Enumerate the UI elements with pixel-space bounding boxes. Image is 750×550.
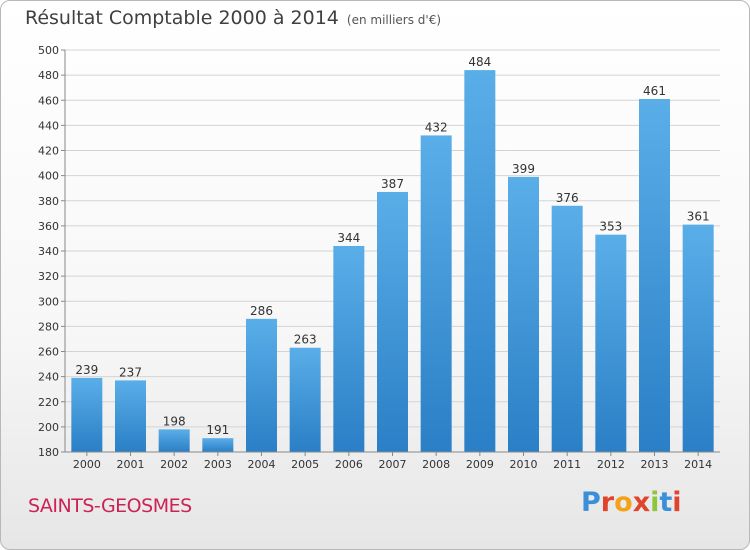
y-tick-label: 240 xyxy=(38,371,59,384)
bar-2003 xyxy=(202,438,234,452)
bar-2007 xyxy=(377,191,408,453)
x-tick-label: 2007 xyxy=(379,458,407,471)
y-tick-label: 320 xyxy=(38,270,59,283)
y-tick-label: 380 xyxy=(38,195,59,208)
logo-letter: t xyxy=(659,487,673,518)
logo-letter: x xyxy=(632,487,651,518)
y-tick-label: 420 xyxy=(38,145,59,158)
logo-letter: r xyxy=(600,487,615,518)
logo-letter: i xyxy=(650,487,660,518)
bar-value-label: 376 xyxy=(556,191,579,205)
bar-value-label: 191 xyxy=(206,423,229,437)
bar-value-label: 484 xyxy=(468,55,491,69)
x-tick-label: 2013 xyxy=(641,458,669,471)
y-tick-label: 400 xyxy=(38,170,59,183)
bar-2012 xyxy=(595,234,627,452)
bar-2005 xyxy=(289,347,321,452)
y-tick-label: 220 xyxy=(38,396,59,409)
bar-value-label: 286 xyxy=(250,304,273,318)
bar-value-label: 399 xyxy=(512,162,535,176)
bar-2000 xyxy=(71,377,103,452)
bar-value-label: 361 xyxy=(687,210,710,224)
chart-title: Résultat Comptable 2000 à 2014 (en millie… xyxy=(25,7,441,29)
bar-2011 xyxy=(551,205,583,452)
y-tick-label: 460 xyxy=(38,94,59,107)
x-tick-label: 2011 xyxy=(553,458,581,471)
bar-value-label: 239 xyxy=(75,363,98,377)
y-tick-label: 360 xyxy=(38,220,59,233)
bar-2006 xyxy=(333,245,365,452)
y-tick-label: 200 xyxy=(38,421,59,434)
chart-title-text: Résultat Comptable 2000 à 2014 xyxy=(25,7,339,29)
bar-value-label: 461 xyxy=(643,84,666,98)
bar-2008 xyxy=(420,135,452,453)
x-tick-label: 2003 xyxy=(204,458,232,471)
x-tick-label: 2000 xyxy=(73,458,101,471)
y-tick-label: 280 xyxy=(38,320,59,333)
y-tick-label: 260 xyxy=(38,346,59,359)
bar-2014 xyxy=(682,224,714,452)
x-tick-label: 2009 xyxy=(466,458,494,471)
bar-2001 xyxy=(115,380,146,452)
chart-subtitle: (en milliers d'€) xyxy=(346,13,442,27)
bar-2009 xyxy=(464,70,496,452)
x-tick-label: 2008 xyxy=(422,458,450,471)
proxiti-logo: Proxiti xyxy=(581,487,682,518)
x-tick-label: 2006 xyxy=(335,458,363,471)
x-tick-label: 2001 xyxy=(117,458,145,471)
logo-letter: o xyxy=(614,487,633,518)
x-tick-label: 2005 xyxy=(291,458,319,471)
bar-value-label: 387 xyxy=(381,177,404,191)
y-axis: 180 200 220 240 260 280 300 320 340 360 380 400 420 4… xyxy=(38,44,66,459)
bars: 239 237 198 191 286 263 344 387 432 484 399 376 353 4… xyxy=(71,55,714,453)
bar-2004 xyxy=(246,318,277,452)
bar-2013 xyxy=(639,98,670,453)
y-tick-label: 300 xyxy=(38,295,59,308)
y-tick-label: 180 xyxy=(38,446,59,459)
bar-value-label: 198 xyxy=(163,414,186,428)
x-axis: 2000 2001 2002 2003 2004 2005 2006 2007 2008 2009… xyxy=(65,451,720,471)
bar-2002 xyxy=(158,429,190,452)
logo-letter: i xyxy=(672,487,682,518)
y-tick-label: 500 xyxy=(38,44,59,57)
bar-2010 xyxy=(508,176,539,452)
y-tick-label: 340 xyxy=(38,245,59,258)
logo-letter: P xyxy=(581,487,601,518)
y-tick-label: 440 xyxy=(38,119,59,132)
x-tick-label: 2002 xyxy=(160,458,188,471)
bar-value-label: 353 xyxy=(599,220,622,234)
y-tick-label: 480 xyxy=(38,69,59,82)
x-tick-label: 2010 xyxy=(510,458,538,471)
bar-value-label: 432 xyxy=(425,120,448,134)
x-tick-label: 2004 xyxy=(248,458,276,471)
x-tick-label: 2014 xyxy=(684,458,712,471)
bar-value-label: 237 xyxy=(119,365,142,379)
x-tick-label: 2012 xyxy=(597,458,625,471)
bar-value-label: 263 xyxy=(294,333,317,347)
commune-name: SAINTS-GEOSMES xyxy=(28,495,192,517)
bar-value-label: 344 xyxy=(337,231,360,245)
